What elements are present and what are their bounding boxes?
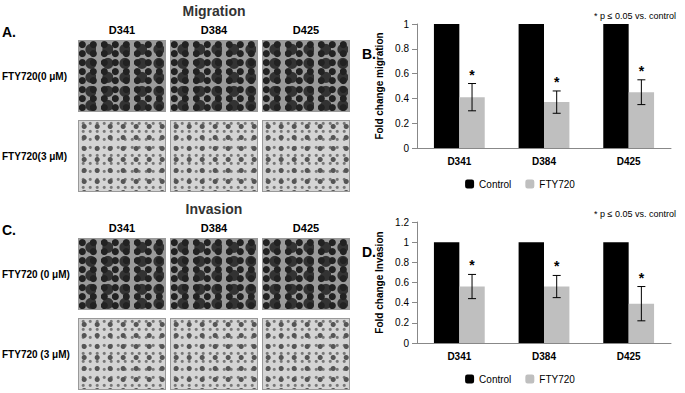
html-text:D384: D384 [200, 222, 228, 234]
svg-text:0.6: 0.6 [395, 277, 409, 288]
html-text:Invasion: Invasion [185, 201, 243, 217]
svg-text:* p ≤ 0.05 vs. control: * p ≤ 0.05 vs. control [594, 209, 676, 219]
html-text:C.: C. [2, 222, 16, 238]
svg-text:0.4: 0.4 [395, 297, 409, 308]
svg-text:0: 0 [403, 338, 409, 349]
svg-text:1: 1 [403, 19, 409, 30]
svg-text:*: * [554, 258, 560, 274]
svg-text:D341: D341 [447, 156, 471, 167]
svg-text:0.8: 0.8 [395, 43, 409, 54]
svg-text:*: * [469, 257, 475, 273]
svg-text:D384: D384 [532, 156, 556, 167]
svg-text:*: * [639, 270, 645, 286]
svg-text:D425: D425 [617, 156, 641, 167]
html-text:FTY720(3 μM): FTY720(3 μM) [2, 150, 67, 162]
svg-text:FTY720: FTY720 [539, 374, 575, 385]
svg-text:FTY720: FTY720 [539, 179, 575, 190]
svg-text:1: 1 [403, 237, 409, 248]
svg-text:D341: D341 [447, 351, 471, 362]
svg-text:0: 0 [403, 143, 409, 154]
svg-text:Control: Control [479, 374, 511, 385]
svg-text:0.2: 0.2 [395, 118, 409, 129]
html-text:D341: D341 [108, 222, 136, 234]
html-text:D384: D384 [200, 24, 228, 36]
svg-text:Fold change Invasion: Fold change Invasion [373, 231, 385, 334]
html-text:Migration: Migration [182, 3, 246, 19]
svg-text:* p ≤ 0.05 vs. control: * p ≤ 0.05 vs. control [594, 11, 676, 21]
html-text:D425: D425 [292, 24, 320, 36]
svg-text:*: * [469, 67, 475, 83]
html-text:D425: D425 [292, 222, 320, 234]
html-text:FTY720 (3 μM): FTY720 (3 μM) [2, 348, 70, 360]
html-text:FTY720(0 μM): FTY720(0 μM) [2, 70, 67, 82]
html-text:A.: A. [2, 24, 16, 40]
svg-text:B.: B. [362, 46, 376, 62]
svg-text:D425: D425 [617, 351, 641, 362]
html-text:D341: D341 [108, 24, 136, 36]
svg-text:0.2: 0.2 [395, 317, 409, 328]
svg-text:D384: D384 [532, 351, 556, 362]
svg-text:0.4: 0.4 [395, 93, 409, 104]
svg-text:Control: Control [479, 179, 511, 190]
svg-text:D.: D. [362, 244, 376, 260]
svg-text:*: * [639, 63, 645, 79]
html-text:FTY720 (0 μM): FTY720 (0 μM) [2, 268, 70, 280]
svg-text:*: * [554, 74, 560, 90]
svg-text:Fold change migration: Fold change migration [373, 32, 385, 140]
svg-text:0.8: 0.8 [395, 257, 409, 268]
svg-text:0.6: 0.6 [395, 68, 409, 79]
svg-text:1.2: 1.2 [395, 217, 409, 228]
